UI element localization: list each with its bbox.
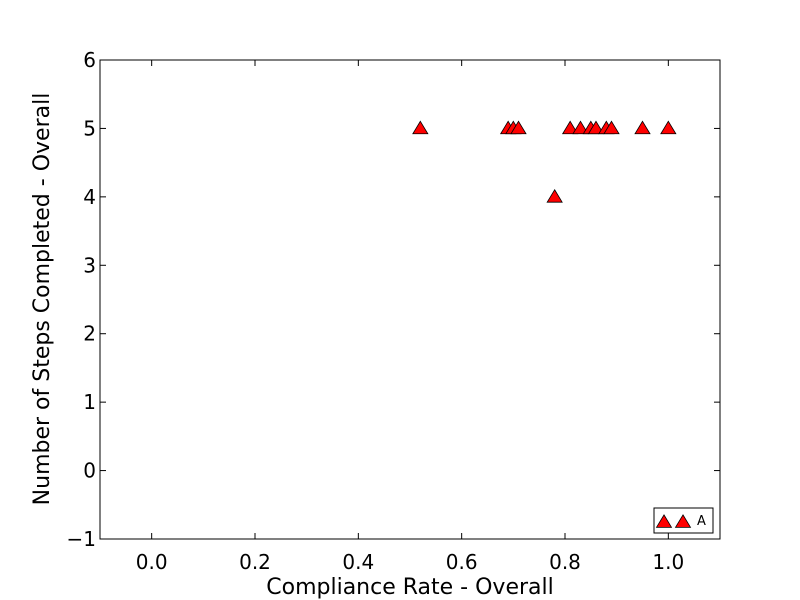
ticks-layer: 0.0 0.2 0.4 0.6 0.8 1.0 −1 0 1 2 3 4 5 6 xyxy=(67,48,720,574)
data-point xyxy=(634,120,651,135)
x-tick-label: 0.6 xyxy=(446,550,478,574)
x-tick-label: 0.4 xyxy=(342,550,374,574)
data-point xyxy=(510,120,527,135)
legend-marker xyxy=(655,514,673,528)
data-point xyxy=(561,120,579,135)
data-points xyxy=(412,120,677,203)
data-point xyxy=(603,120,620,135)
x-tick-label: 1.0 xyxy=(652,550,684,574)
y-tick-label: 6 xyxy=(83,48,96,72)
x-tick-label: 0.8 xyxy=(549,550,581,574)
y-tick-label: 0 xyxy=(83,459,96,483)
legend: A xyxy=(653,507,714,534)
data-point xyxy=(660,120,677,135)
legend-markers xyxy=(655,514,692,528)
y-tick-label: 2 xyxy=(83,322,96,346)
plot-area xyxy=(100,60,720,539)
x-tick-label: 0.2 xyxy=(239,550,271,574)
plot-frame xyxy=(99,59,721,540)
data-point xyxy=(412,120,429,135)
y-tick-label: 5 xyxy=(83,116,96,140)
legend-label-a: A xyxy=(697,514,706,529)
y-axis-label: Number of Steps Completed - Overall xyxy=(30,93,55,506)
legend-marker xyxy=(674,514,692,528)
x-axis-label: Compliance Rate - Overall xyxy=(266,575,553,600)
data-point xyxy=(546,188,563,203)
data-point xyxy=(587,120,605,135)
y-tick-label: 1 xyxy=(83,390,96,414)
y-tick-label: −1 xyxy=(67,527,96,551)
y-tick-label: 4 xyxy=(83,185,96,209)
y-tick-label: 3 xyxy=(83,253,96,277)
legend-frame xyxy=(653,507,714,534)
data-point xyxy=(572,120,589,135)
x-tick-label: 0.0 xyxy=(136,550,168,574)
